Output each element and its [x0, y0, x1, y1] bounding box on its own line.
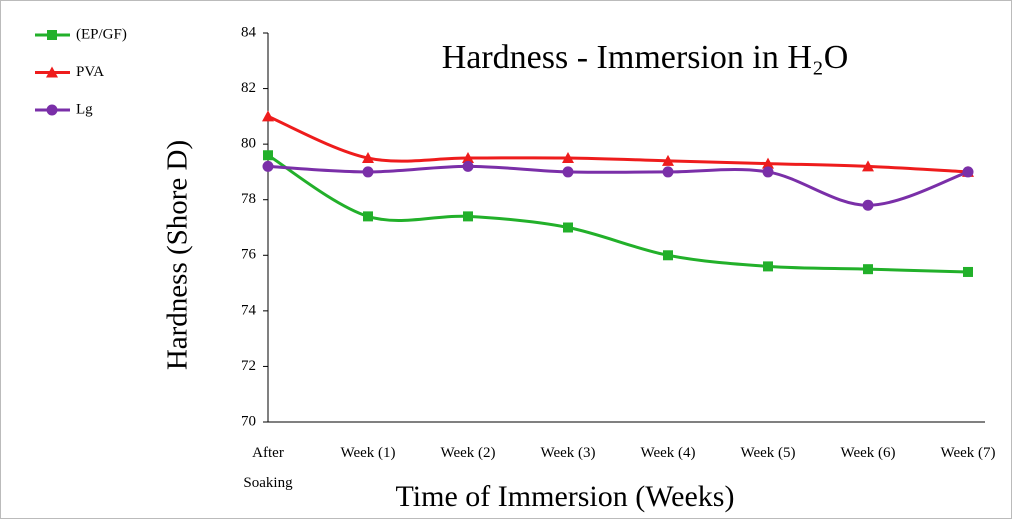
marker [362, 152, 374, 164]
marker [762, 166, 774, 178]
marker [763, 261, 773, 272]
marker [563, 222, 573, 233]
marker [262, 160, 274, 172]
marker [362, 166, 374, 178]
legend-marker [46, 66, 58, 78]
legend-marker [46, 104, 58, 116]
y-tick-label: 70 [241, 413, 256, 429]
marker [962, 166, 974, 178]
marker [363, 211, 373, 222]
marker [862, 199, 874, 211]
marker [462, 152, 474, 164]
marker [663, 250, 673, 261]
marker [762, 157, 774, 169]
marker [963, 266, 973, 277]
series-line [267, 153, 969, 274]
x-tick-label: Week (7) [940, 445, 996, 461]
x-tick-label: Week (3) [540, 445, 596, 461]
marker [662, 166, 674, 178]
x-tick-label: Week (2) [440, 445, 496, 461]
x-tick-label: After Soaking [243, 445, 293, 491]
y-tick-label: 72 [241, 358, 256, 374]
y-tick-label: 82 [241, 80, 256, 96]
marker [462, 160, 474, 172]
marker [562, 166, 574, 178]
chart-title: Hardness - Immersion in H₂O [442, 39, 849, 76]
y-axis-label: Hardness (Shore D) [162, 140, 194, 370]
marker [862, 160, 874, 172]
y-tick-label: 80 [241, 136, 256, 152]
x-tick-label: Week (6) [840, 445, 896, 461]
marker [463, 211, 473, 222]
legend-label: (EP/GF) [76, 26, 127, 42]
series-line [267, 114, 969, 174]
series-line [267, 164, 969, 207]
marker [263, 150, 273, 161]
y-tick-label: 78 [241, 191, 256, 207]
x-axis-label: Time of Immersion (Weeks) [396, 480, 735, 513]
marker [262, 110, 274, 122]
legend-label: Lg [76, 101, 93, 117]
marker [562, 152, 574, 164]
legend-label: PVA [76, 64, 104, 80]
x-tick-label: Week (5) [740, 445, 796, 461]
y-tick-label: 74 [241, 302, 257, 318]
marker [863, 264, 873, 275]
y-tick-label: 84 [241, 24, 257, 40]
legend-marker [47, 30, 57, 40]
marker [662, 154, 674, 166]
y-tick-label: 76 [241, 247, 257, 263]
x-tick-label: Week (4) [640, 445, 696, 461]
x-tick-label: Week (1) [340, 445, 396, 461]
